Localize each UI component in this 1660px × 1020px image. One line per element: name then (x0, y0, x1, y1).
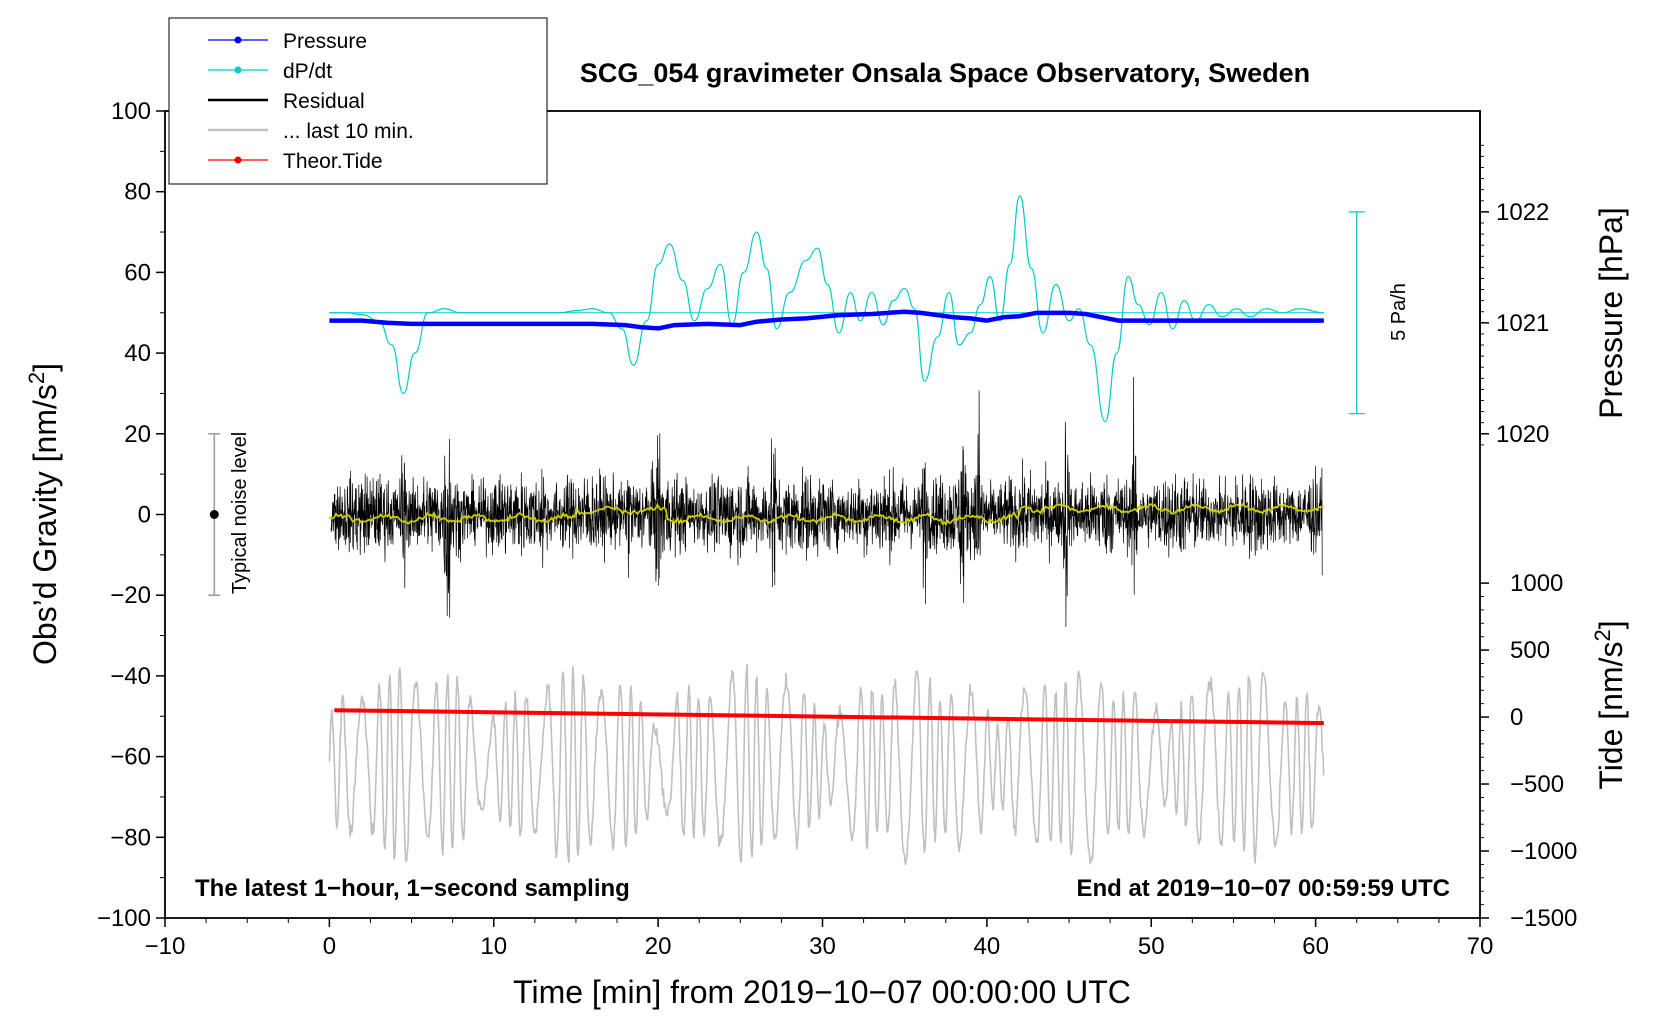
legend-item-residual: Residual (208, 90, 365, 113)
y-tick-label: 0 (138, 502, 151, 529)
noise-indicator-label: Typical noise level (229, 432, 251, 594)
last-10-min-series (328, 663, 1325, 866)
x-tick-label: 20 (645, 933, 672, 960)
x-tick-label: 40 (974, 933, 1001, 960)
y-tick-label: 40 (124, 340, 151, 367)
x-tick-label: 0 (323, 933, 336, 960)
residual-smoothed-line (328, 501, 1325, 526)
svg-text:Theor.Tide: Theor.Tide (283, 150, 383, 173)
legend-item-last-10-min: ... last 10 min. (208, 120, 414, 143)
x-tick-label: 10 (480, 933, 507, 960)
legend-item-dpdt: dP/dt (208, 60, 332, 83)
y-tick-label: 60 (124, 259, 151, 286)
noise-center-dot (209, 510, 219, 519)
tide-axis: 1000 500 0 −500 −1000 −1500 (1480, 570, 1577, 932)
pressure-tick-label: 1022 (1496, 199, 1549, 226)
dpdt-scale-bar (1348, 211, 1365, 415)
dpdt-series (329, 195, 1324, 423)
legend: Pressure dP/dt Residual ... last 10 min.… (168, 17, 548, 185)
tide-tick-label: 1000 (1510, 570, 1563, 597)
tide-tick-label: −1000 (1510, 838, 1577, 865)
y-tick-label: 20 (124, 421, 151, 448)
y-tick-label: −100 (97, 905, 151, 932)
tide-tick-label: −500 (1510, 771, 1564, 798)
last-10-min-line (328, 663, 1325, 866)
y-axis-pressure-title: Pressure [hPa] (1593, 207, 1629, 419)
y-tick-label: −40 (110, 663, 151, 690)
x-tick-label: 60 (1302, 933, 1329, 960)
x-tick-label: 50 (1138, 933, 1165, 960)
noise-indicator (208, 432, 221, 597)
legend-item-pressure: Pressure (208, 30, 367, 53)
svg-text:dP/dt: dP/dt (283, 60, 332, 83)
pressure-axis: 1020 1021 1022 (1479, 111, 1549, 448)
x-axis: −10 0 10 20 30 40 50 60 70 (145, 918, 1494, 960)
y-axis-left-title: Obs’d Gravity [nm/s2] (24, 363, 63, 665)
tide-tick-label: 0 (1510, 704, 1523, 731)
pressure-tick-label: 1021 (1496, 310, 1549, 337)
svg-text:... last 10 min.: ... last 10 min. (283, 120, 414, 143)
x-axis-title: Time [min] from 2019−10−07 00:00:00 UTC (513, 974, 1131, 1010)
y-tick-label: −60 (110, 744, 151, 771)
legend-item-theor-tide: Theor.Tide (208, 150, 383, 173)
y-tick-label: −20 (110, 582, 151, 609)
y-axis-left: −100 −80 −60 −40 −20 0 20 40 60 80 100 (97, 98, 165, 932)
footer-left-note: The latest 1−hour, 1−second sampling (195, 875, 630, 902)
tide-tick-label: −1500 (1510, 905, 1577, 932)
chart-title: SCG_054 gravimeter Onsala Space Observat… (580, 58, 1310, 88)
pressure-tick-label: 1020 (1496, 421, 1549, 448)
theor-tide-line (334, 708, 1324, 726)
svg-text:Residual: Residual (283, 90, 365, 113)
residual-series (330, 376, 1323, 627)
pressure-line (329, 309, 1324, 331)
x-tick-label: −10 (145, 933, 186, 960)
svg-text:Pressure: Pressure (283, 30, 367, 53)
dpdt-scale-label: 5 Pa/h (1388, 283, 1410, 341)
y-tick-label: 80 (124, 179, 151, 206)
footer-right-note: End at 2019−10−07 00:59:59 UTC (1076, 875, 1450, 902)
y-axis-tide-title: Tide [nm/s2] (1590, 620, 1629, 789)
x-tick-label: 30 (809, 933, 836, 960)
y-tick-label: 100 (111, 98, 151, 125)
residual-smoothed-series (328, 501, 1325, 526)
tide-tick-label: 500 (1510, 637, 1550, 664)
dpdt-line (329, 195, 1324, 423)
x-tick-label: 70 (1467, 933, 1494, 960)
residual-line (330, 376, 1323, 627)
y-tick-label: −80 (110, 824, 151, 851)
theor-tide-series (334, 708, 1324, 726)
pressure-series (329, 309, 1324, 331)
